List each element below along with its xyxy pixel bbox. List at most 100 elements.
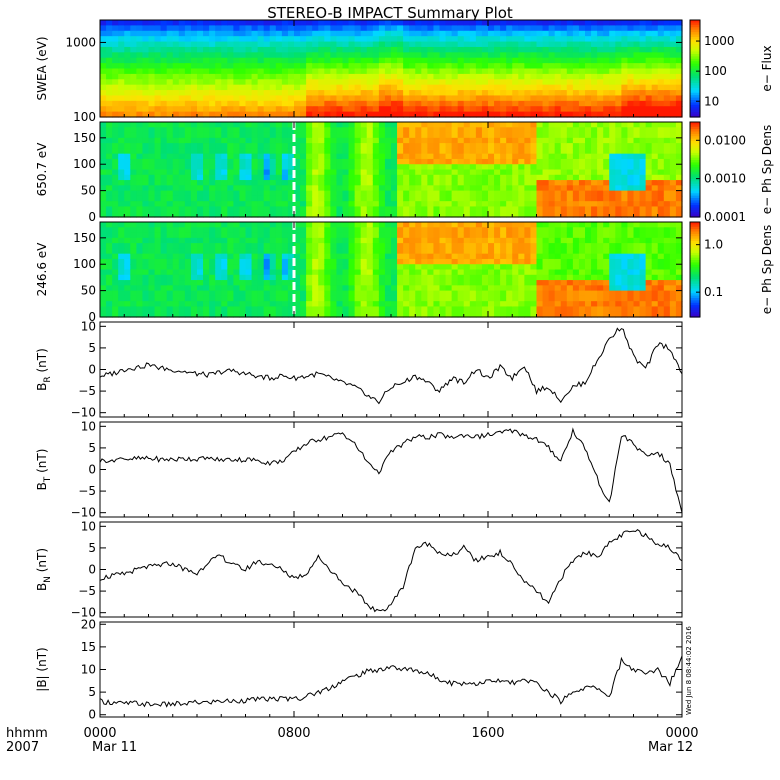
heatmap-cell bbox=[172, 52, 180, 59]
heatmap-cell bbox=[203, 30, 210, 37]
heatmap-cell bbox=[221, 280, 228, 286]
heatmap-cell bbox=[572, 137, 580, 144]
heatmap-cell bbox=[512, 227, 519, 234]
heatmap-cell bbox=[275, 174, 283, 181]
heatmap-cell bbox=[154, 143, 162, 149]
heatmap-cell bbox=[300, 269, 307, 276]
heatmap-cell bbox=[100, 132, 107, 139]
heatmap-cell bbox=[342, 36, 350, 43]
heatmap-cell bbox=[287, 253, 295, 260]
heatmap-cell bbox=[542, 264, 550, 271]
heatmap-cell bbox=[469, 158, 477, 165]
heatmap-cell bbox=[494, 122, 501, 128]
heatmap-cell bbox=[524, 280, 532, 286]
heatmap-cell bbox=[294, 222, 301, 228]
heatmap-cell bbox=[257, 237, 265, 244]
heatmap-cell bbox=[330, 169, 338, 176]
heatmap-cell bbox=[197, 68, 204, 75]
heatmap-cell bbox=[184, 222, 192, 228]
heatmap-cell bbox=[603, 79, 610, 86]
heatmap-cell bbox=[239, 111, 247, 118]
heatmap-cell bbox=[130, 285, 137, 292]
heatmap-cell bbox=[263, 237, 271, 244]
heatmap-cell bbox=[566, 57, 574, 64]
heatmap-cell bbox=[318, 306, 325, 313]
heatmap-cell bbox=[627, 158, 635, 165]
heatmap-cell bbox=[172, 290, 180, 297]
heatmap-cell bbox=[372, 169, 380, 176]
heatmap-cell bbox=[160, 306, 168, 313]
heatmap-cell bbox=[451, 25, 459, 32]
heatmap-cell bbox=[463, 20, 471, 26]
heatmap-cell bbox=[421, 232, 428, 239]
heatmap-cell bbox=[184, 258, 192, 265]
heatmap-cell bbox=[239, 269, 247, 276]
heatmap-cell bbox=[227, 132, 234, 139]
heatmap-cell bbox=[281, 258, 289, 265]
heatmap-cell bbox=[548, 148, 556, 155]
heatmap-cell bbox=[106, 264, 113, 271]
heatmap-cell bbox=[488, 227, 495, 234]
heatmap-cell bbox=[112, 232, 119, 239]
heatmap-cell bbox=[348, 132, 356, 139]
heatmap-cell bbox=[330, 158, 338, 165]
heatmap-cell bbox=[372, 206, 380, 213]
heatmap-cell bbox=[112, 41, 119, 48]
heatmap-cell bbox=[281, 100, 289, 107]
heatmap-cell bbox=[669, 111, 677, 118]
heatmap-cell bbox=[300, 264, 307, 271]
heatmap-cell bbox=[488, 68, 495, 75]
heatmap-cell bbox=[281, 169, 289, 176]
heatmap-cell bbox=[281, 57, 289, 64]
heatmap-cell bbox=[372, 264, 380, 271]
heatmap-cell bbox=[397, 206, 404, 213]
heatmap-cell bbox=[536, 258, 544, 265]
heatmap-cell bbox=[421, 301, 428, 308]
heatmap-cell bbox=[384, 174, 392, 181]
heatmap-cell bbox=[469, 25, 477, 32]
heatmap-cell bbox=[481, 248, 489, 255]
heatmap-cell bbox=[475, 195, 483, 202]
heatmap-cell bbox=[409, 73, 416, 80]
heatmap-cell bbox=[263, 311, 271, 318]
heatmap-cell bbox=[100, 73, 107, 80]
heatmap-cell bbox=[627, 46, 635, 53]
heatmap-cell bbox=[451, 90, 459, 97]
heatmap-cell bbox=[409, 95, 416, 102]
heatmap-cell bbox=[591, 79, 598, 86]
heatmap-cell bbox=[403, 68, 410, 75]
heatmap-cell bbox=[312, 195, 319, 202]
heatmap-cell bbox=[172, 68, 180, 75]
heatmap-cell bbox=[560, 174, 568, 181]
heatmap-cell bbox=[494, 90, 501, 97]
heatmap-cell bbox=[609, 122, 616, 128]
heatmap-cell bbox=[263, 36, 271, 43]
heatmap-cell bbox=[415, 295, 422, 302]
heatmap-cell bbox=[233, 180, 241, 186]
heatmap-cell bbox=[627, 63, 635, 70]
heatmap-cell bbox=[160, 311, 168, 318]
heatmap-cell bbox=[500, 306, 507, 313]
heatmap-cell bbox=[221, 46, 228, 53]
heatmap-cell bbox=[463, 25, 471, 32]
heatmap-cell bbox=[397, 195, 404, 202]
heatmap-cell bbox=[124, 237, 131, 244]
heatmap-cell bbox=[324, 295, 331, 302]
heatmap-cell bbox=[172, 158, 180, 165]
heatmap-cell bbox=[184, 253, 192, 260]
heatmap-cell bbox=[330, 164, 338, 171]
heatmap-cell bbox=[281, 25, 289, 32]
heatmap-cell bbox=[281, 153, 289, 160]
heatmap-cell bbox=[403, 79, 410, 86]
heatmap-cell bbox=[481, 25, 489, 32]
heatmap-cell bbox=[633, 153, 641, 160]
heatmap-cell bbox=[287, 52, 295, 59]
heatmap-cell bbox=[372, 253, 380, 260]
heatmap-cell bbox=[397, 41, 404, 48]
heatmap-cell bbox=[403, 311, 410, 318]
heatmap-cell bbox=[100, 206, 107, 213]
heatmap-cell bbox=[488, 158, 495, 165]
heatmap-cell bbox=[542, 63, 550, 70]
heatmap-cell bbox=[366, 132, 374, 139]
heatmap-cell bbox=[518, 201, 525, 208]
